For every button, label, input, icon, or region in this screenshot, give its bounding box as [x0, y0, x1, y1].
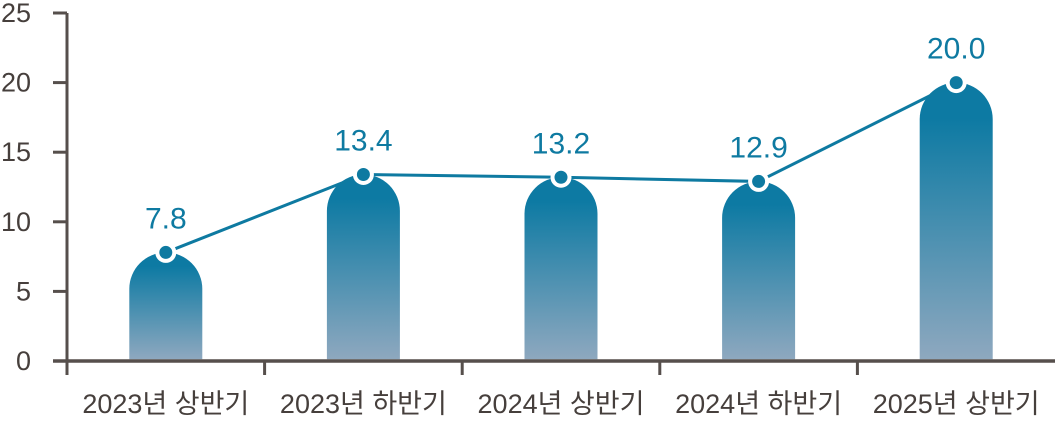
bar: [722, 181, 796, 360]
bar: [524, 177, 598, 360]
y-tick-label: 0: [16, 346, 31, 376]
category-label: 2023년 하반기: [280, 389, 447, 419]
bar: [919, 82, 993, 360]
category-label: 2024년 하반기: [675, 389, 842, 419]
data-point-marker: [550, 166, 572, 188]
data-label: 20.0: [927, 33, 985, 66]
data-point-marker: [352, 163, 374, 185]
data-point-marker: [155, 241, 177, 263]
category-label: 2023년 상반기: [82, 389, 249, 419]
data-label: 13.4: [334, 124, 392, 157]
data-label: 12.9: [729, 131, 787, 164]
data-point-marker: [945, 72, 967, 94]
bar: [326, 174, 400, 360]
data-label: 7.8: [145, 202, 187, 235]
category-label: 2024년 상반기: [478, 389, 645, 419]
y-tick-label: 25: [1, 0, 31, 28]
y-tick-label: 5: [16, 276, 31, 306]
y-tick-label: 20: [1, 68, 31, 98]
y-tick-label: 15: [1, 137, 31, 167]
data-point-marker: [748, 170, 770, 192]
bar: [129, 252, 203, 360]
category-label: 2025년 상반기: [873, 389, 1040, 419]
data-label: 13.2: [532, 127, 590, 160]
y-tick-label: 10: [1, 207, 31, 237]
